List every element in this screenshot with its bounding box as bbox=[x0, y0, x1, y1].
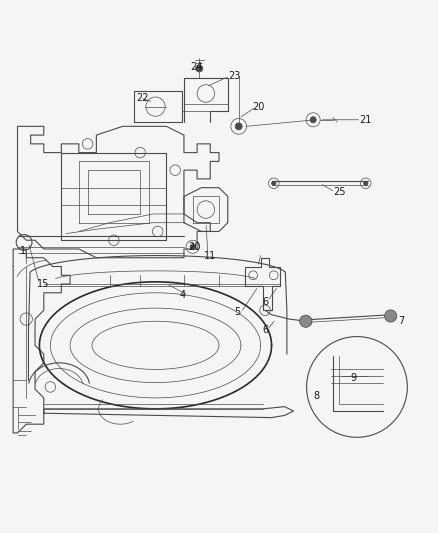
Text: 20: 20 bbox=[188, 242, 201, 252]
Circle shape bbox=[190, 244, 195, 249]
Text: 22: 22 bbox=[136, 93, 148, 103]
Text: 7: 7 bbox=[399, 316, 405, 326]
Text: 9: 9 bbox=[350, 373, 357, 383]
Circle shape bbox=[196, 65, 203, 72]
Text: 21: 21 bbox=[359, 115, 371, 125]
Circle shape bbox=[300, 315, 312, 327]
Text: 1: 1 bbox=[20, 246, 26, 256]
Circle shape bbox=[235, 123, 242, 130]
Text: 20: 20 bbox=[252, 102, 264, 111]
Text: 8: 8 bbox=[313, 391, 319, 401]
Text: 4: 4 bbox=[180, 290, 186, 300]
Circle shape bbox=[307, 336, 407, 437]
Circle shape bbox=[310, 117, 316, 123]
Circle shape bbox=[385, 310, 397, 322]
Text: 6: 6 bbox=[263, 325, 269, 335]
Text: 5: 5 bbox=[234, 308, 240, 318]
Circle shape bbox=[349, 372, 357, 380]
Text: 15: 15 bbox=[37, 279, 49, 289]
Text: 6: 6 bbox=[263, 296, 269, 306]
Text: 24: 24 bbox=[191, 62, 203, 72]
Circle shape bbox=[272, 181, 276, 185]
Text: 25: 25 bbox=[333, 187, 346, 197]
Circle shape bbox=[364, 181, 368, 185]
Text: 23: 23 bbox=[228, 71, 240, 81]
Text: 11: 11 bbox=[204, 251, 216, 261]
